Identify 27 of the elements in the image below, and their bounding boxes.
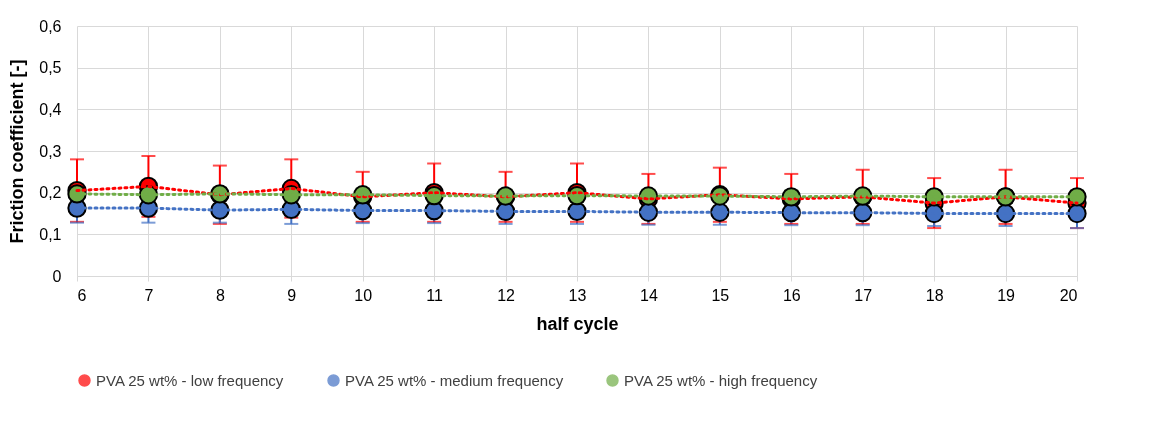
x-tick-label: 9 [287, 286, 297, 304]
x-tick-label: 17 [854, 286, 873, 304]
y-tick-label: 0,3 [39, 142, 62, 160]
x-tick-label: 7 [144, 286, 154, 304]
x-tick-label: 14 [640, 286, 658, 304]
legend-label: PVA 25 wt% - high frequency [624, 371, 818, 389]
x-tick-label: 13 [568, 286, 587, 304]
legend-label: PVA 25 wt% - medium frequency [345, 371, 564, 389]
y-tick-label: 0,6 [39, 17, 62, 35]
y-tick-label: 0,2 [39, 184, 62, 202]
x-tick-label: 12 [497, 286, 516, 304]
x-tick-label: 8 [215, 286, 225, 304]
x-tick-label: 15 [711, 286, 730, 304]
x-tick-label: 10 [354, 286, 373, 304]
x-axis-title: half cycle [536, 313, 619, 334]
y-tick-label: 0,1 [39, 225, 62, 243]
y-tick-label: 0,4 [39, 100, 62, 118]
x-tick-label: 16 [782, 286, 801, 304]
x-tick-label: 18 [925, 286, 944, 304]
y-axis-title: Friction coefficient [-] [7, 59, 28, 244]
x-tick-label: 6 [77, 286, 87, 304]
x-tick-label: 20 [1059, 286, 1078, 304]
x-tick-label: 19 [997, 286, 1016, 304]
legend-label: PVA 25 wt% - low frequency [96, 371, 284, 389]
y-tick-label: 0 [52, 267, 62, 285]
y-tick-label: 0,5 [39, 59, 62, 77]
x-tick-label: 11 [426, 286, 444, 304]
